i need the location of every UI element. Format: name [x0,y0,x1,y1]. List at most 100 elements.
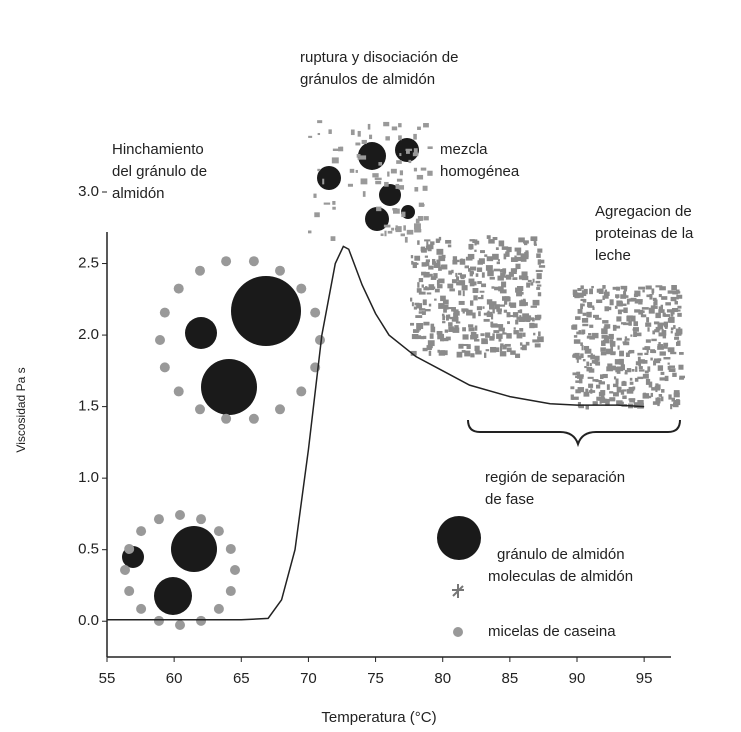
texture-bit [424,255,429,258]
texture-bit [350,129,355,136]
texture-bit [626,315,631,322]
texture-bit [453,313,459,319]
texture-bit [678,364,684,370]
annotation: del gránulo de [112,163,207,180]
texture-bit [458,272,462,275]
texture-bit [477,281,482,285]
texture-bit [383,121,390,127]
texture-bit [645,339,651,343]
texture-bit [592,314,599,318]
texture-bit [447,307,454,310]
texture-bit [359,155,367,160]
texture-bit [602,320,609,324]
texture-bit [417,282,420,288]
micelle [275,404,285,415]
texture-bit [425,259,430,263]
texture-bit [594,355,600,361]
texture-bit [412,152,419,157]
texture-bit [622,303,627,306]
texture-bit [416,323,424,329]
texture-bit [600,347,606,352]
granule [185,317,217,349]
texture-bit [468,268,471,272]
texture-bit [427,273,430,277]
texture-bit [636,299,643,303]
texture-bit [620,322,627,325]
texture-bit [421,311,426,315]
annotation: mezcla [440,141,488,158]
texture-bit [426,292,432,295]
y-tick-label: 0.5 [78,541,99,558]
texture-bit [465,256,473,261]
texture-bit [445,314,449,321]
texture-bit [451,316,459,322]
texture-bit [589,336,595,340]
texture-bit [616,366,624,372]
texture-bit [646,317,650,323]
annotation: almidón [112,185,165,202]
texture-bit [648,381,653,388]
texture-bit [584,348,592,354]
texture-bit [592,307,595,311]
texture-bit [436,248,444,255]
legend-molecule [452,584,464,598]
texture-bit [515,287,518,293]
texture-bit [588,368,595,373]
texture-bit [670,296,677,302]
texture-bit [452,259,458,265]
texture-bit [575,316,581,320]
texture-bit [443,308,447,313]
granule-fragment [365,207,389,231]
texture-bit [613,376,617,380]
texture-bit [624,369,627,373]
texture-bit [416,303,423,309]
texture-bit [658,332,665,337]
texture-bit [452,309,459,312]
texture-bit [459,258,466,265]
texture-bit [515,353,521,358]
texture-bit [447,314,451,319]
texture-bit [589,288,593,295]
y-tick-label: 1.5 [78,398,99,415]
texture-bit [332,206,336,210]
texture-bit [428,350,432,356]
texture-bit [634,290,641,297]
texture-bit [469,239,475,242]
texture-bit [469,281,475,287]
micelle [230,565,240,575]
texture-bit [378,162,383,166]
texture-bit [614,359,622,365]
texture-bit [500,345,503,352]
texture-bit [671,297,674,300]
texture-bit [447,283,454,289]
texture-bit [646,294,652,298]
texture-bit [619,350,624,357]
texture-bit [427,170,433,176]
texture-bit [347,183,353,187]
texture-bit [599,398,607,404]
texture-bit [308,135,313,138]
texture-bit [663,357,671,360]
texture-bit [609,299,614,306]
texture-bit [420,246,426,253]
texture-bit [521,271,528,278]
texture-bit [537,248,543,253]
texture-bit [572,324,578,330]
texture-bit [651,338,657,342]
texture-bit [485,265,493,271]
texture-bit [466,308,469,314]
texture-bit [455,321,461,324]
texture-bit [418,291,426,295]
texture-bit [638,309,644,315]
texture-bit [600,390,606,396]
texture-bit [666,309,674,313]
texture-bit [412,262,417,269]
texture-bit [460,276,465,280]
texture-bit [659,377,667,381]
texture-bit [526,317,531,322]
texture-bit [576,357,579,363]
texture-bit [493,347,500,353]
texture-bit [474,339,480,342]
texture-bit [624,372,628,375]
texture-bit [493,268,501,272]
